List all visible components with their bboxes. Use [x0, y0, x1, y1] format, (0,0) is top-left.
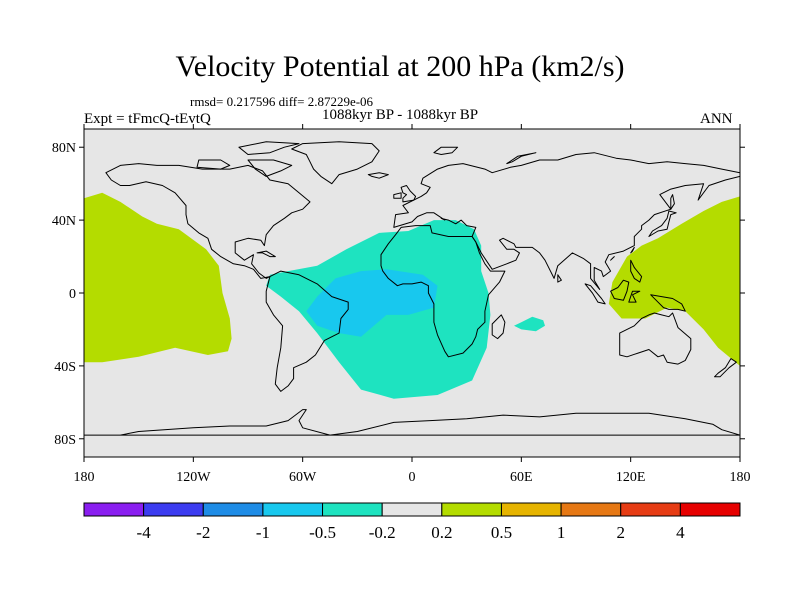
coastline [433, 146, 459, 155]
coastline [84, 409, 740, 436]
coastline [256, 250, 276, 258]
coastline [584, 283, 606, 305]
coastline [670, 194, 675, 210]
colorbar-label: 0.5 [491, 523, 512, 542]
coastline [393, 192, 402, 199]
x-tick-label: 60E [510, 470, 533, 485]
colorbar-label: 1 [557, 523, 566, 542]
colorbar-label: 0.2 [431, 523, 452, 542]
coastline [610, 256, 615, 261]
colorbar-box [83, 502, 145, 517]
colorbar-box [143, 502, 204, 517]
coastline [491, 314, 506, 340]
coastline [247, 159, 293, 177]
colorbar-label: -0.5 [309, 523, 336, 542]
x-tick-label: 180 [74, 470, 95, 485]
x-tick-label: 120E [616, 470, 646, 485]
coastline [619, 312, 692, 365]
coastline [557, 274, 562, 283]
colorbar-box [322, 502, 383, 517]
y-tick-label: 0 [69, 287, 76, 302]
coastline [714, 358, 737, 378]
x-tick-label: 0 [409, 470, 416, 485]
coastline [650, 294, 686, 312]
coastline [393, 152, 740, 290]
contour-region [514, 316, 545, 332]
colorbar-box [441, 502, 502, 517]
coastline [367, 172, 389, 179]
coastline [648, 210, 677, 237]
coastline [506, 152, 537, 165]
y-tick-label: 80S [54, 433, 76, 448]
colorbar-label: -2 [196, 523, 210, 542]
coastline [630, 246, 635, 254]
x-tick-label: 120W [176, 470, 211, 485]
season-label: ANN [700, 111, 733, 127]
chart-title: Velocity Potential at 200 hPa (km2/s) [175, 50, 625, 83]
coastline [265, 270, 349, 392]
colorbar-box [500, 502, 562, 517]
coastline [196, 159, 231, 170]
coastline [628, 290, 641, 303]
coastline [238, 141, 300, 155]
coastline [630, 259, 643, 283]
y-tick-label: 80N [52, 141, 76, 156]
colorbar-box [262, 502, 324, 517]
contour-region [608, 196, 740, 366]
y-tick-label: 40N [52, 214, 76, 229]
colorbar-box [202, 502, 264, 517]
coastline [400, 185, 417, 203]
x-tick-label: 60W [289, 470, 317, 485]
experiment-label: Expt = tFmcQ-tEvtQ [84, 111, 211, 127]
contour-region [84, 192, 232, 363]
coastline [291, 141, 380, 185]
colorbar-box [381, 502, 443, 517]
colorbar-box [620, 502, 681, 517]
colorbar-label: -1 [256, 523, 270, 542]
colorbar-box [560, 502, 622, 517]
colorbar-label: 4 [676, 523, 685, 542]
colorbar-box [679, 502, 741, 517]
coastline [105, 163, 311, 279]
x-tick-label: 180 [730, 470, 751, 485]
colorbar-label: -4 [137, 523, 152, 542]
stats-line: rmsd= 0.217596 diff= 2.87229e-06 [190, 94, 374, 109]
y-tick-label: 40S [54, 360, 76, 375]
period-label: 1088kyr BP - 1088kyr BP [322, 107, 479, 123]
coastline [380, 225, 506, 358]
colorbar-label: -0.2 [369, 523, 396, 542]
contour-region [306, 269, 438, 337]
colorbar-label: 2 [616, 523, 625, 542]
coastline [610, 279, 630, 301]
